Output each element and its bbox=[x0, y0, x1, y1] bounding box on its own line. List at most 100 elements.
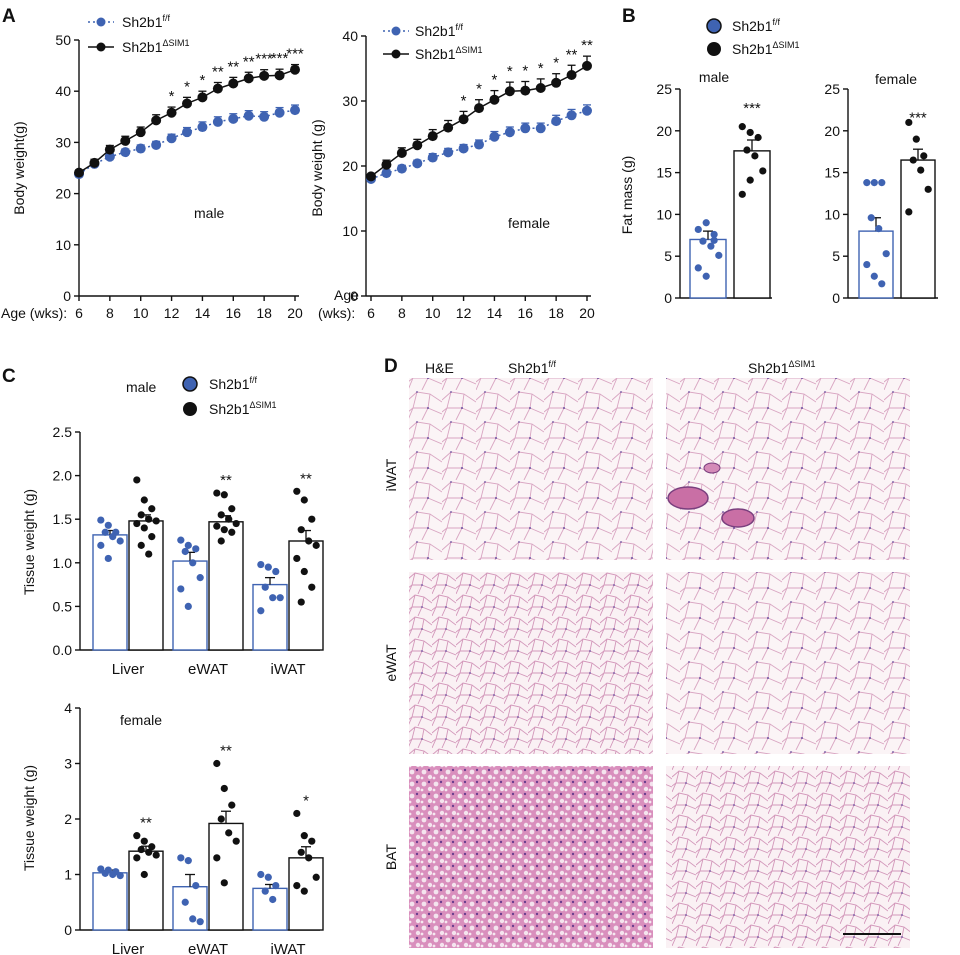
ko-point bbox=[905, 208, 913, 216]
ctrl-bar bbox=[252, 583, 288, 651]
data-point-ctrl bbox=[396, 163, 407, 174]
ctrl-point bbox=[177, 536, 185, 544]
legend-marker-ko bbox=[183, 402, 197, 416]
data-point-ko bbox=[427, 131, 438, 142]
ko-point bbox=[300, 887, 308, 895]
x-tick-label: 20 bbox=[579, 305, 595, 321]
data-point-ko bbox=[120, 135, 131, 146]
ctrl-point bbox=[196, 918, 204, 926]
legend-label-ko: Sh2b1ΔSIM1 bbox=[122, 38, 190, 55]
ko-point bbox=[213, 854, 221, 862]
ko-point bbox=[754, 133, 762, 142]
ko-point bbox=[746, 128, 754, 137]
data-point-ctrl bbox=[504, 127, 515, 138]
row-label-bat: BAT bbox=[383, 843, 399, 870]
row-label-iwat: iWAT bbox=[383, 458, 399, 491]
ctrl-point bbox=[97, 516, 105, 524]
data-point-ctrl bbox=[197, 122, 208, 133]
data-point-ko bbox=[259, 70, 270, 81]
ko-point bbox=[133, 854, 141, 862]
ko-point bbox=[217, 511, 225, 519]
significance-label: *** bbox=[255, 51, 273, 68]
ctrl-point bbox=[707, 242, 715, 250]
chart-fat-mass-male: 0 5 10 15 20 25 *** Fat mass (g) male bbox=[619, 69, 772, 306]
histology-image-ewat-ko bbox=[666, 572, 910, 754]
ctrl-point bbox=[702, 272, 710, 280]
ko-point bbox=[746, 176, 754, 184]
data-point-ko bbox=[458, 114, 469, 125]
ko-point bbox=[213, 759, 221, 768]
ctrl-point bbox=[694, 264, 702, 272]
ctrl-point bbox=[882, 250, 890, 258]
ko-point bbox=[751, 152, 759, 160]
data-point-ctrl bbox=[474, 139, 484, 150]
x-tick-label: 18 bbox=[548, 305, 564, 321]
sex-annotation: female bbox=[508, 215, 550, 231]
stain-label: H&E bbox=[425, 360, 454, 376]
ko-point bbox=[148, 533, 156, 541]
x-category-label: iWAT bbox=[271, 941, 306, 955]
ko-point bbox=[133, 476, 141, 484]
data-point-ko bbox=[520, 85, 531, 96]
y-tick-label: 5 bbox=[664, 248, 672, 264]
data-point-ctrl bbox=[551, 116, 562, 127]
legend-label-ctrl: Sh2b1f/f bbox=[209, 375, 257, 392]
data-point-ctrl bbox=[489, 131, 500, 142]
data-point-ctrl bbox=[274, 107, 285, 118]
y-tick-label: 2.5 bbox=[53, 424, 73, 440]
ko-point bbox=[297, 598, 305, 606]
data-point-ko bbox=[489, 94, 500, 105]
significance-label: * bbox=[169, 88, 175, 105]
y-tick-label: 10 bbox=[824, 206, 840, 222]
data-point-ctrl bbox=[412, 158, 423, 169]
chart-title: male bbox=[126, 379, 157, 395]
panel-label-d: D bbox=[384, 356, 398, 377]
ko-point bbox=[738, 123, 746, 131]
data-point-ko bbox=[243, 73, 254, 84]
legend-label-ko: Sh2b1ΔSIM1 bbox=[415, 45, 483, 62]
ko-point bbox=[917, 166, 925, 174]
ko-point bbox=[152, 851, 160, 859]
ctrl-point bbox=[257, 870, 265, 879]
data-point-ko bbox=[582, 60, 592, 71]
legend-marker-ctrl bbox=[706, 18, 722, 34]
legend-label-ctrl: Sh2b1f/f bbox=[732, 17, 780, 34]
ko-point bbox=[152, 517, 160, 525]
ko-point bbox=[905, 118, 913, 127]
legend-marker-ko bbox=[96, 42, 106, 52]
ctrl-point bbox=[870, 179, 878, 187]
ctrl-point bbox=[264, 563, 272, 571]
data-point-ko bbox=[197, 92, 208, 103]
data-point-ctrl bbox=[166, 133, 177, 144]
significance-label: * bbox=[522, 63, 528, 80]
y-tick-label: 0.0 bbox=[53, 642, 73, 658]
ctrl-point bbox=[710, 236, 718, 244]
ko-point bbox=[308, 837, 316, 845]
significance-label: * bbox=[200, 72, 206, 89]
ctrl-point bbox=[261, 583, 269, 591]
y-tick-label: 2.0 bbox=[53, 468, 73, 484]
x-tick-label: 18 bbox=[256, 305, 272, 321]
ctrl-point bbox=[189, 915, 197, 923]
significance-label: *** bbox=[743, 100, 761, 117]
data-point-ko bbox=[151, 115, 162, 126]
ctrl-point bbox=[710, 230, 718, 239]
y-tick-label: 40 bbox=[342, 28, 358, 44]
data-point-ko bbox=[381, 159, 392, 170]
legend-label-ctrl: Sh2b1f/f bbox=[415, 22, 463, 39]
y-tick-label: 15 bbox=[824, 165, 840, 181]
x-axis-label: Age bbox=[334, 287, 359, 303]
ctrl-point bbox=[104, 521, 112, 529]
y-tick-label: 15 bbox=[656, 165, 672, 181]
ko-point bbox=[300, 832, 308, 840]
ctrl-point bbox=[189, 559, 197, 567]
y-tick-label: 1 bbox=[64, 867, 72, 883]
legend: Sh2b1f/f Sh2b1ΔSIM1 bbox=[383, 22, 483, 62]
ctrl-point bbox=[116, 537, 124, 545]
data-point-ko bbox=[504, 86, 515, 97]
ko-point bbox=[145, 550, 153, 558]
ctrl-point bbox=[184, 541, 192, 549]
y-tick-label: 0.5 bbox=[53, 598, 73, 614]
ctrl-point bbox=[276, 594, 284, 602]
